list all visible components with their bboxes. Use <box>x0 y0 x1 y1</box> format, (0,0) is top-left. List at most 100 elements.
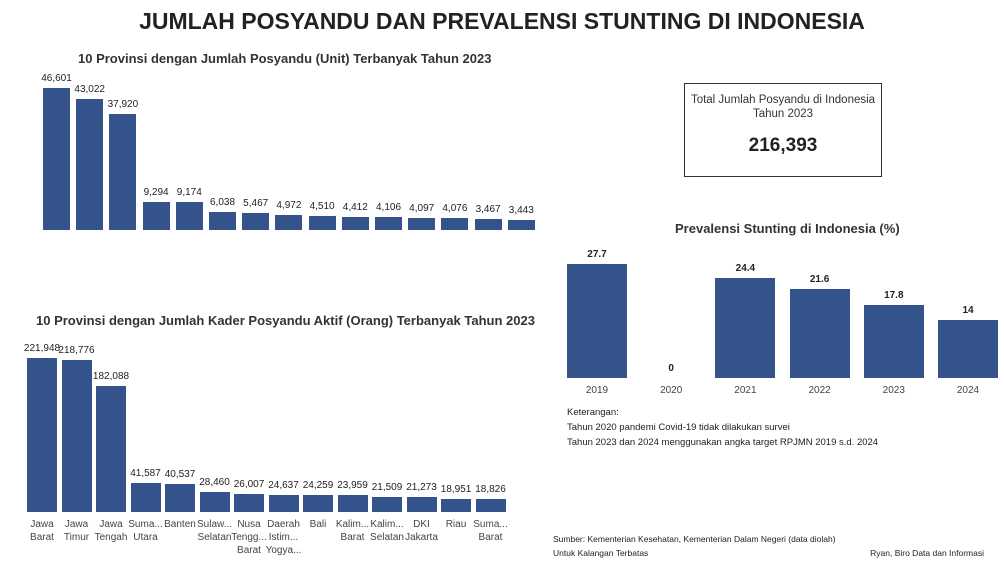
value-label: 182,088 <box>92 370 130 382</box>
bar <box>406 497 437 512</box>
bar <box>61 360 92 512</box>
x-tick-label: Riau <box>445 519 467 530</box>
bar <box>408 217 436 230</box>
value-label: 43,022 <box>74 83 105 95</box>
value-label: 3,443 <box>508 204 534 216</box>
x-tick-label: Jawa Barat <box>30 519 54 543</box>
x-tick-label: Kalim... Barat <box>335 519 370 543</box>
bar <box>242 213 270 230</box>
total-posyandu-card: Total Jumlah Posyandu di Indonesia Tahun… <box>684 83 882 177</box>
x-tick-label: Banten <box>164 519 196 530</box>
bar <box>109 114 137 230</box>
footer-author: Ryan, Biro Data dan Informasi <box>870 548 984 558</box>
bar <box>175 202 203 230</box>
value-label: 4,972 <box>276 199 302 211</box>
x-tick-label: Jawa Tengah <box>94 519 128 543</box>
total-label-line2: Tahun 2023 <box>752 108 814 120</box>
value-label: 21,509 <box>371 482 403 494</box>
x-tick-label: Nusa Tengg... Barat <box>231 519 267 556</box>
footer-restricted: Untuk Kalangan Terbatas <box>553 548 649 558</box>
bar <box>76 98 104 230</box>
value-label: 37,920 <box>107 99 139 111</box>
value-label: 4,097 <box>409 202 435 214</box>
chart-kader-title: 10 Provinsi dengan Jumlah Kader Posyandu… <box>36 313 535 328</box>
notes-line1: Tahun 2020 pandemi Covid-19 tidak dilaku… <box>567 422 790 433</box>
main-title: JUMLAH POSYANDU DAN PREVALENSI STUNTING … <box>139 8 865 34</box>
total-label-line1: Total Jumlah Posyandu di Indonesia <box>690 94 876 106</box>
bar <box>27 358 57 512</box>
value-label: 46,601 <box>41 73 72 84</box>
value-label: 26,007 <box>233 478 265 490</box>
bar <box>567 264 627 378</box>
value-label: 9,294 <box>143 186 169 198</box>
x-tick-label: Jawa Timur <box>63 519 90 543</box>
total-posyandu-value: 216,393 <box>748 135 818 156</box>
value-label: 24.4 <box>735 262 756 274</box>
bar <box>474 219 502 230</box>
value-label: 4,412 <box>342 201 368 213</box>
value-label: 18,826 <box>475 483 506 495</box>
value-label: 0 <box>668 363 674 374</box>
value-label: 3,467 <box>475 204 501 216</box>
value-label: 40,537 <box>164 468 196 480</box>
bar <box>341 216 369 230</box>
x-tick-label: 2019 <box>585 385 609 396</box>
value-label: 6,038 <box>209 196 236 208</box>
value-label: 24,637 <box>268 479 299 491</box>
value-label: 5,467 <box>243 198 269 210</box>
bar <box>507 219 535 230</box>
bar <box>275 214 303 230</box>
bar <box>715 277 776 378</box>
bar <box>130 483 161 512</box>
notes-heading: Keterangan: <box>567 407 619 418</box>
bar <box>165 483 195 512</box>
value-label: 17.8 <box>884 289 904 301</box>
x-tick-label: Sulaw... Selatan <box>196 519 233 543</box>
bar <box>96 385 126 512</box>
value-label: 18,951 <box>440 483 472 495</box>
x-tick-label: 2024 <box>956 385 980 396</box>
bar <box>441 498 471 512</box>
chart-stunting-title: Prevalensi Stunting di Indonesia (%) <box>675 221 900 236</box>
bar <box>308 216 336 230</box>
value-label: 14 <box>962 305 974 317</box>
bar <box>375 217 402 230</box>
x-tick-label: 2020 <box>660 385 683 396</box>
x-tick-label: 2023 <box>882 385 905 396</box>
x-tick-label: 2021 <box>734 385 757 396</box>
bar <box>142 201 170 230</box>
bar <box>938 320 998 378</box>
notes-line2: Tahun 2023 dan 2024 menggunakan angka ta… <box>567 437 879 448</box>
bar <box>43 88 70 230</box>
x-tick-label: DKI Jakarta <box>405 519 438 543</box>
x-tick-label: Bali <box>309 519 327 530</box>
notes: Keterangan: Tahun 2020 pandemi Covid-19 … <box>567 405 878 450</box>
x-tick-label: 2022 <box>808 385 831 396</box>
bar <box>303 495 333 512</box>
value-label: 27.7 <box>587 249 607 260</box>
value-label: 4,076 <box>442 202 468 214</box>
bar <box>475 498 506 512</box>
value-label: 4,106 <box>375 202 402 214</box>
value-label: 9,174 <box>176 187 202 199</box>
value-label: 41,587 <box>130 468 161 480</box>
bar <box>268 494 299 512</box>
chart-posyandu-title: 10 Provinsi dengan Jumlah Posyandu (Unit… <box>78 51 492 66</box>
bar <box>863 304 924 378</box>
x-tick-label: Suma... Barat <box>473 519 508 543</box>
bar <box>234 493 264 512</box>
bar <box>441 217 469 230</box>
x-tick-label: Kalim... Selatan <box>370 519 404 543</box>
bar <box>337 495 368 512</box>
value-label: 4,510 <box>309 201 335 213</box>
bar <box>199 492 230 512</box>
total-posyandu-label: Total Jumlah Posyandu di Indonesia Tahun… <box>685 93 881 121</box>
bar <box>209 211 236 230</box>
footer-source: Sumber: Kementerian Kesehatan, Kementeri… <box>553 534 836 544</box>
value-label: 218,776 <box>58 345 95 357</box>
x-tick-label: Daerah Istim... Yogya... <box>265 519 302 556</box>
value-label: 21.6 <box>809 274 830 286</box>
value-label: 28,460 <box>199 477 230 489</box>
bar <box>372 497 402 512</box>
